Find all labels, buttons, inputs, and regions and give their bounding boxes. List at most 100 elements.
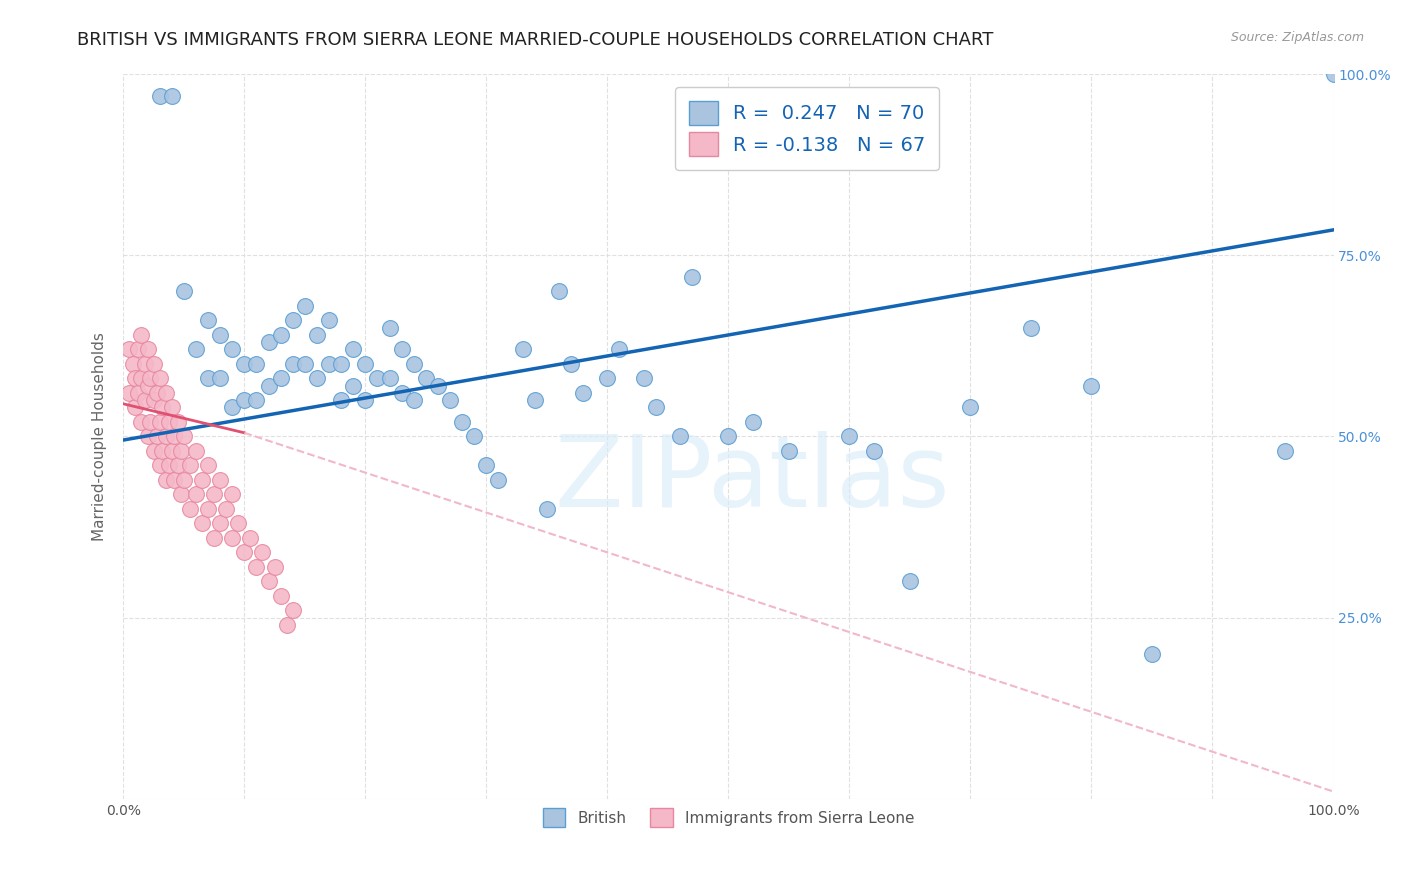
Point <box>523 393 546 408</box>
Point <box>142 357 165 371</box>
Point <box>366 371 388 385</box>
Point <box>378 320 401 334</box>
Point <box>778 444 800 458</box>
Point <box>633 371 655 385</box>
Point <box>270 589 292 603</box>
Point <box>166 458 188 473</box>
Point <box>124 371 146 385</box>
Point <box>160 401 183 415</box>
Point <box>252 545 274 559</box>
Point <box>560 357 582 371</box>
Point <box>281 603 304 617</box>
Point <box>166 415 188 429</box>
Point <box>157 458 180 473</box>
Point <box>150 444 173 458</box>
Point <box>342 343 364 357</box>
Point <box>157 415 180 429</box>
Point <box>245 393 267 408</box>
Point <box>221 487 243 501</box>
Point <box>173 285 195 299</box>
Point <box>330 393 353 408</box>
Point <box>681 270 703 285</box>
Point <box>245 357 267 371</box>
Point <box>149 458 172 473</box>
Point <box>191 516 214 531</box>
Point <box>257 574 280 589</box>
Point <box>170 487 193 501</box>
Point <box>131 415 153 429</box>
Point <box>609 343 631 357</box>
Point <box>644 401 666 415</box>
Point <box>378 371 401 385</box>
Point <box>257 335 280 350</box>
Point <box>197 502 219 516</box>
Point <box>173 429 195 443</box>
Text: BRITISH VS IMMIGRANTS FROM SIERRA LEONE MARRIED-COUPLE HOUSEHOLDS CORRELATION CH: BRITISH VS IMMIGRANTS FROM SIERRA LEONE … <box>77 31 994 49</box>
Point <box>959 401 981 415</box>
Point <box>281 313 304 327</box>
Point <box>596 371 619 385</box>
Point <box>150 401 173 415</box>
Point <box>155 386 177 401</box>
Point <box>209 516 232 531</box>
Point <box>451 415 474 429</box>
Point <box>233 393 256 408</box>
Point <box>146 386 169 401</box>
Point <box>717 429 740 443</box>
Point <box>305 328 328 343</box>
Point <box>294 299 316 313</box>
Point <box>163 429 186 443</box>
Point <box>149 88 172 103</box>
Point <box>270 328 292 343</box>
Point <box>142 393 165 408</box>
Y-axis label: Married-couple Households: Married-couple Households <box>93 332 107 541</box>
Point <box>221 531 243 545</box>
Point <box>475 458 498 473</box>
Point <box>862 444 884 458</box>
Point <box>838 429 860 443</box>
Point <box>160 88 183 103</box>
Point <box>209 473 232 487</box>
Point <box>179 458 201 473</box>
Point <box>415 371 437 385</box>
Point <box>512 343 534 357</box>
Point <box>122 357 145 371</box>
Point <box>572 386 595 401</box>
Point <box>202 487 225 501</box>
Point <box>233 545 256 559</box>
Point <box>142 444 165 458</box>
Point <box>146 429 169 443</box>
Point <box>898 574 921 589</box>
Point <box>127 386 149 401</box>
Point <box>330 357 353 371</box>
Point <box>245 560 267 574</box>
Point <box>197 313 219 327</box>
Point <box>342 378 364 392</box>
Point <box>134 393 156 408</box>
Point <box>170 444 193 458</box>
Point <box>191 473 214 487</box>
Point <box>1080 378 1102 392</box>
Point <box>202 531 225 545</box>
Point <box>402 393 425 408</box>
Point <box>163 473 186 487</box>
Point <box>179 502 201 516</box>
Point <box>149 371 172 385</box>
Point <box>221 401 243 415</box>
Point <box>391 386 413 401</box>
Point <box>463 429 485 443</box>
Point <box>131 371 153 385</box>
Point <box>215 502 238 516</box>
Point <box>263 560 285 574</box>
Point <box>139 415 162 429</box>
Point <box>354 393 377 408</box>
Point <box>131 328 153 343</box>
Point <box>239 531 262 545</box>
Point <box>197 371 219 385</box>
Point <box>184 487 207 501</box>
Point <box>136 378 159 392</box>
Point <box>233 357 256 371</box>
Point <box>1274 444 1296 458</box>
Point <box>305 371 328 385</box>
Point <box>488 473 510 487</box>
